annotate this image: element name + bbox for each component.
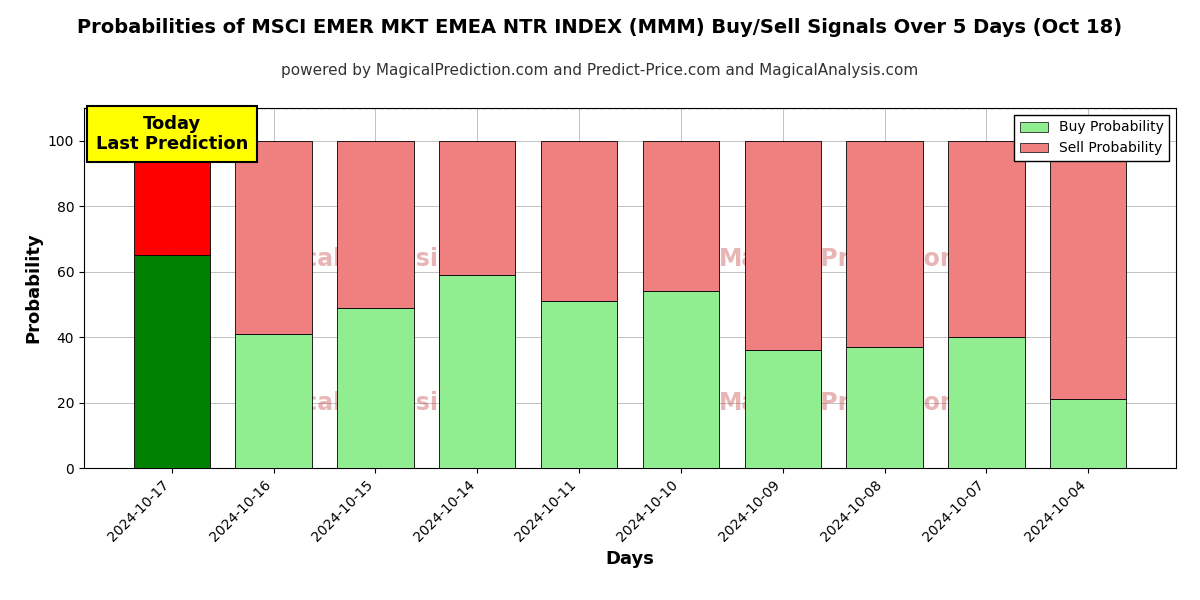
Text: MagicalAnalysis.com: MagicalAnalysis.com (240, 391, 517, 415)
Text: MagicalPrediction.com: MagicalPrediction.com (719, 391, 1021, 415)
Bar (1050, 141, 1127, 399)
Bar (133, 255, 210, 468)
Bar (541, 141, 617, 301)
Bar (235, 334, 312, 468)
Text: MagicalPrediction.com: MagicalPrediction.com (719, 247, 1021, 271)
Bar (439, 141, 516, 275)
Bar (235, 141, 312, 334)
X-axis label: Days: Days (606, 550, 654, 568)
Text: Today
Last Prediction: Today Last Prediction (96, 115, 248, 154)
Bar (643, 141, 719, 291)
Bar (744, 350, 821, 468)
Y-axis label: Probability: Probability (24, 233, 42, 343)
Bar (643, 291, 719, 468)
Bar (846, 347, 923, 468)
Bar (846, 141, 923, 347)
Bar (1050, 399, 1127, 468)
Bar (744, 141, 821, 350)
Bar (133, 141, 210, 255)
Bar (337, 141, 414, 308)
Bar (337, 308, 414, 468)
Bar (541, 301, 617, 468)
Bar (948, 337, 1025, 468)
Text: MagicalAnalysis.com: MagicalAnalysis.com (240, 247, 517, 271)
Text: Probabilities of MSCI EMER MKT EMEA NTR INDEX (MMM) Buy/Sell Signals Over 5 Days: Probabilities of MSCI EMER MKT EMEA NTR … (78, 18, 1122, 37)
Bar (439, 275, 516, 468)
Legend: Buy Probability, Sell Probability: Buy Probability, Sell Probability (1014, 115, 1169, 161)
Text: powered by MagicalPrediction.com and Predict-Price.com and MagicalAnalysis.com: powered by MagicalPrediction.com and Pre… (281, 63, 919, 78)
Bar (948, 141, 1025, 337)
